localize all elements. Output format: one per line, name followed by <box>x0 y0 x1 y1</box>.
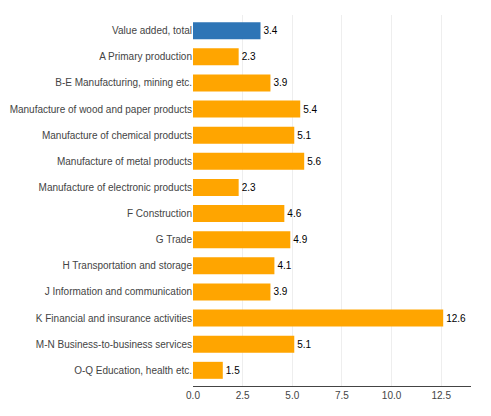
svg-text:5.6: 5.6 <box>307 156 321 167</box>
svg-text:Manufacture of chemical produc: Manufacture of chemical products <box>42 130 192 141</box>
svg-text:3.9: 3.9 <box>273 77 287 88</box>
svg-text:F Construction: F Construction <box>127 208 192 219</box>
svg-text:H Transportation and storage: H Transportation and storage <box>62 260 192 271</box>
svg-text:3.4: 3.4 <box>264 25 278 36</box>
svg-text:2.3: 2.3 <box>242 182 256 193</box>
svg-text:5.1: 5.1 <box>297 130 311 141</box>
svg-text:G Trade: G Trade <box>156 234 193 245</box>
svg-text:2.3: 2.3 <box>242 51 256 62</box>
svg-text:Manufacture of metal products: Manufacture of metal products <box>57 156 192 167</box>
svg-text:Value added, total: Value added, total <box>112 25 192 36</box>
svg-text:7.5: 7.5 <box>335 390 349 401</box>
svg-text:A Primary production: A Primary production <box>99 51 192 62</box>
svg-text:3.9: 3.9 <box>273 286 287 297</box>
svg-text:4.9: 4.9 <box>293 234 307 245</box>
svg-text:O-Q Education, health etc.: O-Q Education, health etc. <box>74 365 192 376</box>
svg-text:5.1: 5.1 <box>297 339 311 350</box>
svg-text:B-E Manufacturing, mining etc.: B-E Manufacturing, mining etc. <box>55 77 192 88</box>
svg-text:12.5: 12.5 <box>431 390 451 401</box>
svg-text:Manufacture of wood and paper: Manufacture of wood and paper products <box>10 104 192 115</box>
svg-text:1.5: 1.5 <box>226 365 240 376</box>
svg-text:Manufacture of electronic prod: Manufacture of electronic products <box>39 182 192 193</box>
svg-text:J Information and communicatio: J Information and communication <box>45 286 192 297</box>
svg-text:12.6: 12.6 <box>446 313 466 324</box>
svg-text:K Financial and insurance acti: K Financial and insurance activities <box>36 313 192 324</box>
svg-text:4.6: 4.6 <box>287 208 301 219</box>
svg-text:0.0: 0.0 <box>186 390 200 401</box>
svg-text:2.5: 2.5 <box>236 390 250 401</box>
svg-text:5.4: 5.4 <box>303 104 317 115</box>
svg-text:5.0: 5.0 <box>285 390 299 401</box>
svg-text:4.1: 4.1 <box>277 260 291 271</box>
svg-text:10.0: 10.0 <box>382 390 402 401</box>
svg-text:M-N Business-to-business servi: M-N Business-to-business services <box>36 339 192 350</box>
